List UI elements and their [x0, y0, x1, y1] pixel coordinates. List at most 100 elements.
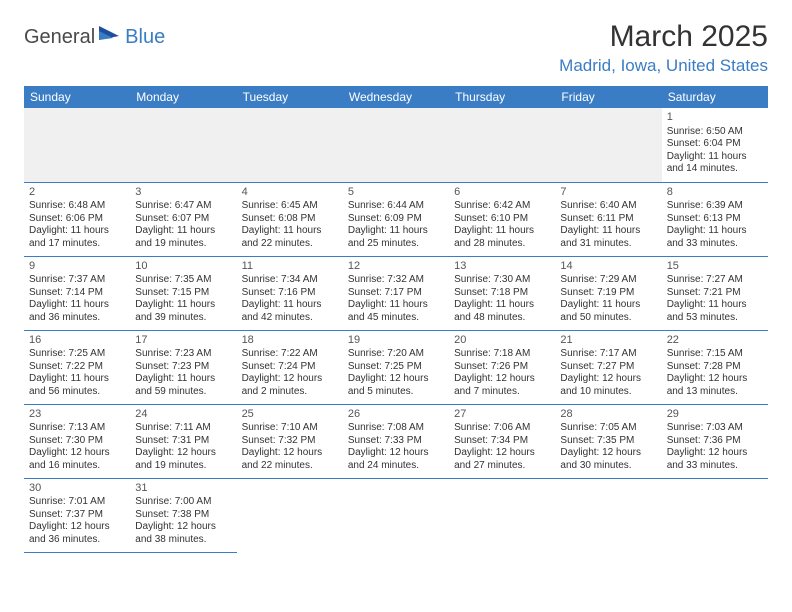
weekday-header: Monday	[130, 86, 236, 108]
weekday-header: Friday	[555, 86, 661, 108]
daylight-line: Daylight: 12 hours and 38 minutes.	[135, 521, 231, 546]
daylight-line: Daylight: 12 hours and 27 minutes.	[454, 447, 550, 472]
day-number: 9	[29, 260, 125, 274]
day-cell: 15Sunrise: 7:27 AMSunset: 7:21 PMDayligh…	[662, 256, 768, 330]
day-cell: 26Sunrise: 7:08 AMSunset: 7:33 PMDayligh…	[343, 404, 449, 478]
day-number: 4	[242, 186, 338, 200]
daylight-line: Daylight: 11 hours and 14 minutes.	[667, 151, 763, 176]
sunset-line: Sunset: 6:11 PM	[560, 213, 656, 226]
sunset-line: Sunset: 7:38 PM	[135, 509, 231, 522]
sunrise-line: Sunrise: 7:15 AM	[667, 348, 763, 361]
day-number: 8	[667, 186, 763, 200]
calendar-row: 2Sunrise: 6:48 AMSunset: 6:06 PMDaylight…	[24, 182, 768, 256]
blank-cell	[449, 478, 555, 552]
day-cell: 30Sunrise: 7:01 AMSunset: 7:37 PMDayligh…	[24, 478, 130, 552]
calendar-table: SundayMondayTuesdayWednesdayThursdayFrid…	[24, 86, 768, 553]
day-cell: 31Sunrise: 7:00 AMSunset: 7:38 PMDayligh…	[130, 478, 236, 552]
weekday-header: Saturday	[662, 86, 768, 108]
sunrise-line: Sunrise: 6:44 AM	[348, 200, 444, 213]
day-number: 18	[242, 334, 338, 348]
daylight-line: Daylight: 11 hours and 39 minutes.	[135, 299, 231, 324]
flag-icon	[99, 26, 123, 49]
sunrise-line: Sunrise: 7:00 AM	[135, 496, 231, 509]
calendar-row: 16Sunrise: 7:25 AMSunset: 7:22 PMDayligh…	[24, 330, 768, 404]
daylight-line: Daylight: 11 hours and 50 minutes.	[560, 299, 656, 324]
day-cell: 20Sunrise: 7:18 AMSunset: 7:26 PMDayligh…	[449, 330, 555, 404]
sunrise-line: Sunrise: 7:27 AM	[667, 274, 763, 287]
daylight-line: Daylight: 11 hours and 19 minutes.	[135, 225, 231, 250]
daylight-line: Daylight: 11 hours and 25 minutes.	[348, 225, 444, 250]
weekday-header: Wednesday	[343, 86, 449, 108]
daylight-line: Daylight: 11 hours and 45 minutes.	[348, 299, 444, 324]
daylight-line: Daylight: 11 hours and 33 minutes.	[667, 225, 763, 250]
day-number: 1	[667, 111, 763, 125]
sunset-line: Sunset: 7:23 PM	[135, 361, 231, 374]
day-cell: 1Sunrise: 6:50 AMSunset: 6:04 PMDaylight…	[662, 108, 768, 182]
day-cell: 19Sunrise: 7:20 AMSunset: 7:25 PMDayligh…	[343, 330, 449, 404]
daylight-line: Daylight: 12 hours and 2 minutes.	[242, 373, 338, 398]
day-number: 12	[348, 260, 444, 274]
daylight-line: Daylight: 11 hours and 56 minutes.	[29, 373, 125, 398]
day-cell: 9Sunrise: 7:37 AMSunset: 7:14 PMDaylight…	[24, 256, 130, 330]
day-cell: 25Sunrise: 7:10 AMSunset: 7:32 PMDayligh…	[237, 404, 343, 478]
day-cell: 22Sunrise: 7:15 AMSunset: 7:28 PMDayligh…	[662, 330, 768, 404]
day-number: 23	[29, 408, 125, 422]
day-number: 25	[242, 408, 338, 422]
sunrise-line: Sunrise: 7:35 AM	[135, 274, 231, 287]
day-number: 10	[135, 260, 231, 274]
sunrise-line: Sunrise: 7:34 AM	[242, 274, 338, 287]
day-number: 31	[135, 482, 231, 496]
day-number: 26	[348, 408, 444, 422]
sunset-line: Sunset: 7:37 PM	[29, 509, 125, 522]
sunrise-line: Sunrise: 7:32 AM	[348, 274, 444, 287]
sunset-line: Sunset: 7:17 PM	[348, 287, 444, 300]
daylight-line: Daylight: 11 hours and 53 minutes.	[667, 299, 763, 324]
day-number: 24	[135, 408, 231, 422]
logo: General Blue	[24, 26, 165, 49]
sunrise-line: Sunrise: 7:18 AM	[454, 348, 550, 361]
day-cell: 13Sunrise: 7:30 AMSunset: 7:18 PMDayligh…	[449, 256, 555, 330]
day-cell: 2Sunrise: 6:48 AMSunset: 6:06 PMDaylight…	[24, 182, 130, 256]
sunrise-line: Sunrise: 6:39 AM	[667, 200, 763, 213]
sunrise-line: Sunrise: 7:08 AM	[348, 422, 444, 435]
blank-cell	[130, 108, 236, 182]
sunrise-line: Sunrise: 7:20 AM	[348, 348, 444, 361]
day-cell: 23Sunrise: 7:13 AMSunset: 7:30 PMDayligh…	[24, 404, 130, 478]
calendar-row: 30Sunrise: 7:01 AMSunset: 7:37 PMDayligh…	[24, 478, 768, 552]
day-number: 3	[135, 186, 231, 200]
day-cell: 7Sunrise: 6:40 AMSunset: 6:11 PMDaylight…	[555, 182, 661, 256]
logo-text-blue: Blue	[125, 26, 165, 49]
day-number: 17	[135, 334, 231, 348]
day-number: 21	[560, 334, 656, 348]
daylight-line: Daylight: 12 hours and 10 minutes.	[560, 373, 656, 398]
sunset-line: Sunset: 6:13 PM	[667, 213, 763, 226]
daylight-line: Daylight: 11 hours and 59 minutes.	[135, 373, 231, 398]
sunrise-line: Sunrise: 6:47 AM	[135, 200, 231, 213]
sunrise-line: Sunrise: 7:37 AM	[29, 274, 125, 287]
day-cell: 21Sunrise: 7:17 AMSunset: 7:27 PMDayligh…	[555, 330, 661, 404]
day-number: 7	[560, 186, 656, 200]
location-label: Madrid, Iowa, United States	[559, 56, 768, 76]
weekday-header: Tuesday	[237, 86, 343, 108]
sunrise-line: Sunrise: 6:42 AM	[454, 200, 550, 213]
sunset-line: Sunset: 6:08 PM	[242, 213, 338, 226]
day-number: 13	[454, 260, 550, 274]
day-cell: 28Sunrise: 7:05 AMSunset: 7:35 PMDayligh…	[555, 404, 661, 478]
day-cell: 10Sunrise: 7:35 AMSunset: 7:15 PMDayligh…	[130, 256, 236, 330]
daylight-line: Daylight: 11 hours and 22 minutes.	[242, 225, 338, 250]
day-number: 20	[454, 334, 550, 348]
day-number: 15	[667, 260, 763, 274]
weekday-header: Sunday	[24, 86, 130, 108]
sunset-line: Sunset: 6:07 PM	[135, 213, 231, 226]
sunrise-line: Sunrise: 7:03 AM	[667, 422, 763, 435]
sunset-line: Sunset: 7:35 PM	[560, 435, 656, 448]
daylight-line: Daylight: 12 hours and 24 minutes.	[348, 447, 444, 472]
sunrise-line: Sunrise: 6:50 AM	[667, 126, 763, 139]
title-block: March 2025 Madrid, Iowa, United States	[559, 20, 768, 76]
day-number: 29	[667, 408, 763, 422]
daylight-line: Daylight: 12 hours and 22 minutes.	[242, 447, 338, 472]
sunset-line: Sunset: 7:14 PM	[29, 287, 125, 300]
day-cell: 12Sunrise: 7:32 AMSunset: 7:17 PMDayligh…	[343, 256, 449, 330]
blank-cell	[24, 108, 130, 182]
day-cell: 11Sunrise: 7:34 AMSunset: 7:16 PMDayligh…	[237, 256, 343, 330]
